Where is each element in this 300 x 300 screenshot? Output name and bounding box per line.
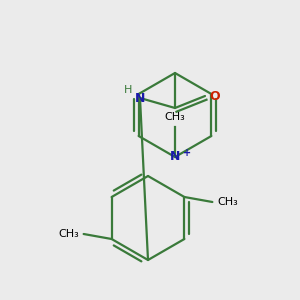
Text: +: +: [183, 148, 191, 158]
Text: CH₃: CH₃: [58, 229, 79, 239]
Text: CH₃: CH₃: [218, 197, 238, 207]
Text: N: N: [135, 92, 145, 104]
Text: N: N: [170, 151, 180, 164]
Text: H: H: [124, 85, 132, 95]
Text: CH₃: CH₃: [165, 112, 185, 122]
Text: O: O: [210, 89, 220, 103]
